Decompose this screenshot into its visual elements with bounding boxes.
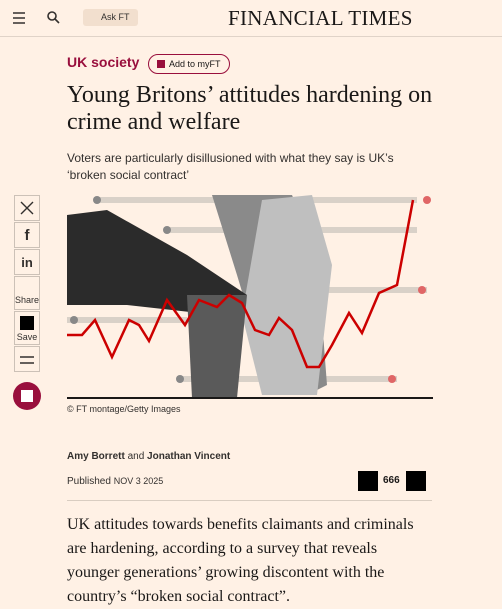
author[interactable]: Jonathan Vincent — [147, 451, 231, 462]
published: Published NOV 3 2025 — [67, 476, 163, 487]
author-joiner: and — [127, 451, 145, 462]
image-caption: © FT montage/Getty Images — [67, 404, 181, 414]
section-link[interactable]: UK society — [67, 54, 140, 70]
author[interactable]: Amy Borrett — [67, 451, 125, 462]
brand[interactable]: FINANCIAL TIMES — [228, 6, 413, 30]
ask-ft-label: Ask FT — [101, 12, 130, 22]
gift-button[interactable] — [13, 382, 41, 410]
save-label: Save — [16, 332, 38, 342]
save-button[interactable]: Save — [14, 311, 40, 345]
menu-search-icons[interactable] — [12, 10, 72, 26]
standfirst: Voters are particularly disillusioned wi… — [67, 151, 394, 182]
body-text: UK attitudes towards benefits claimants … — [67, 516, 414, 605]
share-facebook[interactable]: f — [14, 222, 40, 248]
headline: Young Britons’ attitudes hardening on cr… — [67, 82, 433, 135]
gift-icon[interactable] — [358, 471, 378, 491]
comment-icon[interactable] — [406, 471, 426, 491]
published-label: Published — [67, 476, 111, 487]
follow-button[interactable]: Add to myFT — [148, 54, 230, 74]
share-button[interactable]: Share — [14, 276, 40, 310]
divider — [67, 500, 432, 501]
share-linkedin[interactable]: in — [14, 249, 40, 275]
share-label: Share — [15, 295, 40, 305]
share-x[interactable] — [14, 195, 40, 221]
settings-button[interactable] — [14, 346, 40, 372]
published-date: NOV 3 2025 — [113, 476, 164, 486]
x-logo — [20, 201, 34, 215]
header: Ask FT FINANCIAL TIMES — [0, 0, 502, 37]
follow-icon — [157, 60, 165, 68]
follow-label: Add to myFT — [169, 59, 221, 69]
lead-image — [67, 195, 433, 399]
comment-count[interactable]: 666 — [383, 475, 400, 486]
byline: Amy Borrett and Jonathan Vincent — [67, 451, 230, 462]
ask-ft-button[interactable]: Ask FT — [83, 9, 138, 26]
